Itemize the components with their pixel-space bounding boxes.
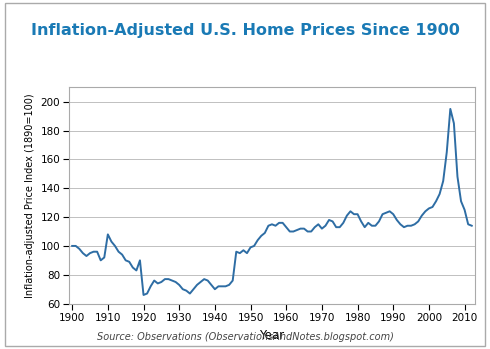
Text: Source: Observations (ObservationsAndNotes.blogspot.com): Source: Observations (ObservationsAndNot… [97,332,393,342]
Y-axis label: Inflation-adjusted Price Index (1890=100): Inflation-adjusted Price Index (1890=100… [25,93,35,298]
Text: Inflation-Adjusted U.S. Home Prices Since 1900: Inflation-Adjusted U.S. Home Prices Sinc… [30,23,460,38]
X-axis label: Year: Year [259,329,285,342]
